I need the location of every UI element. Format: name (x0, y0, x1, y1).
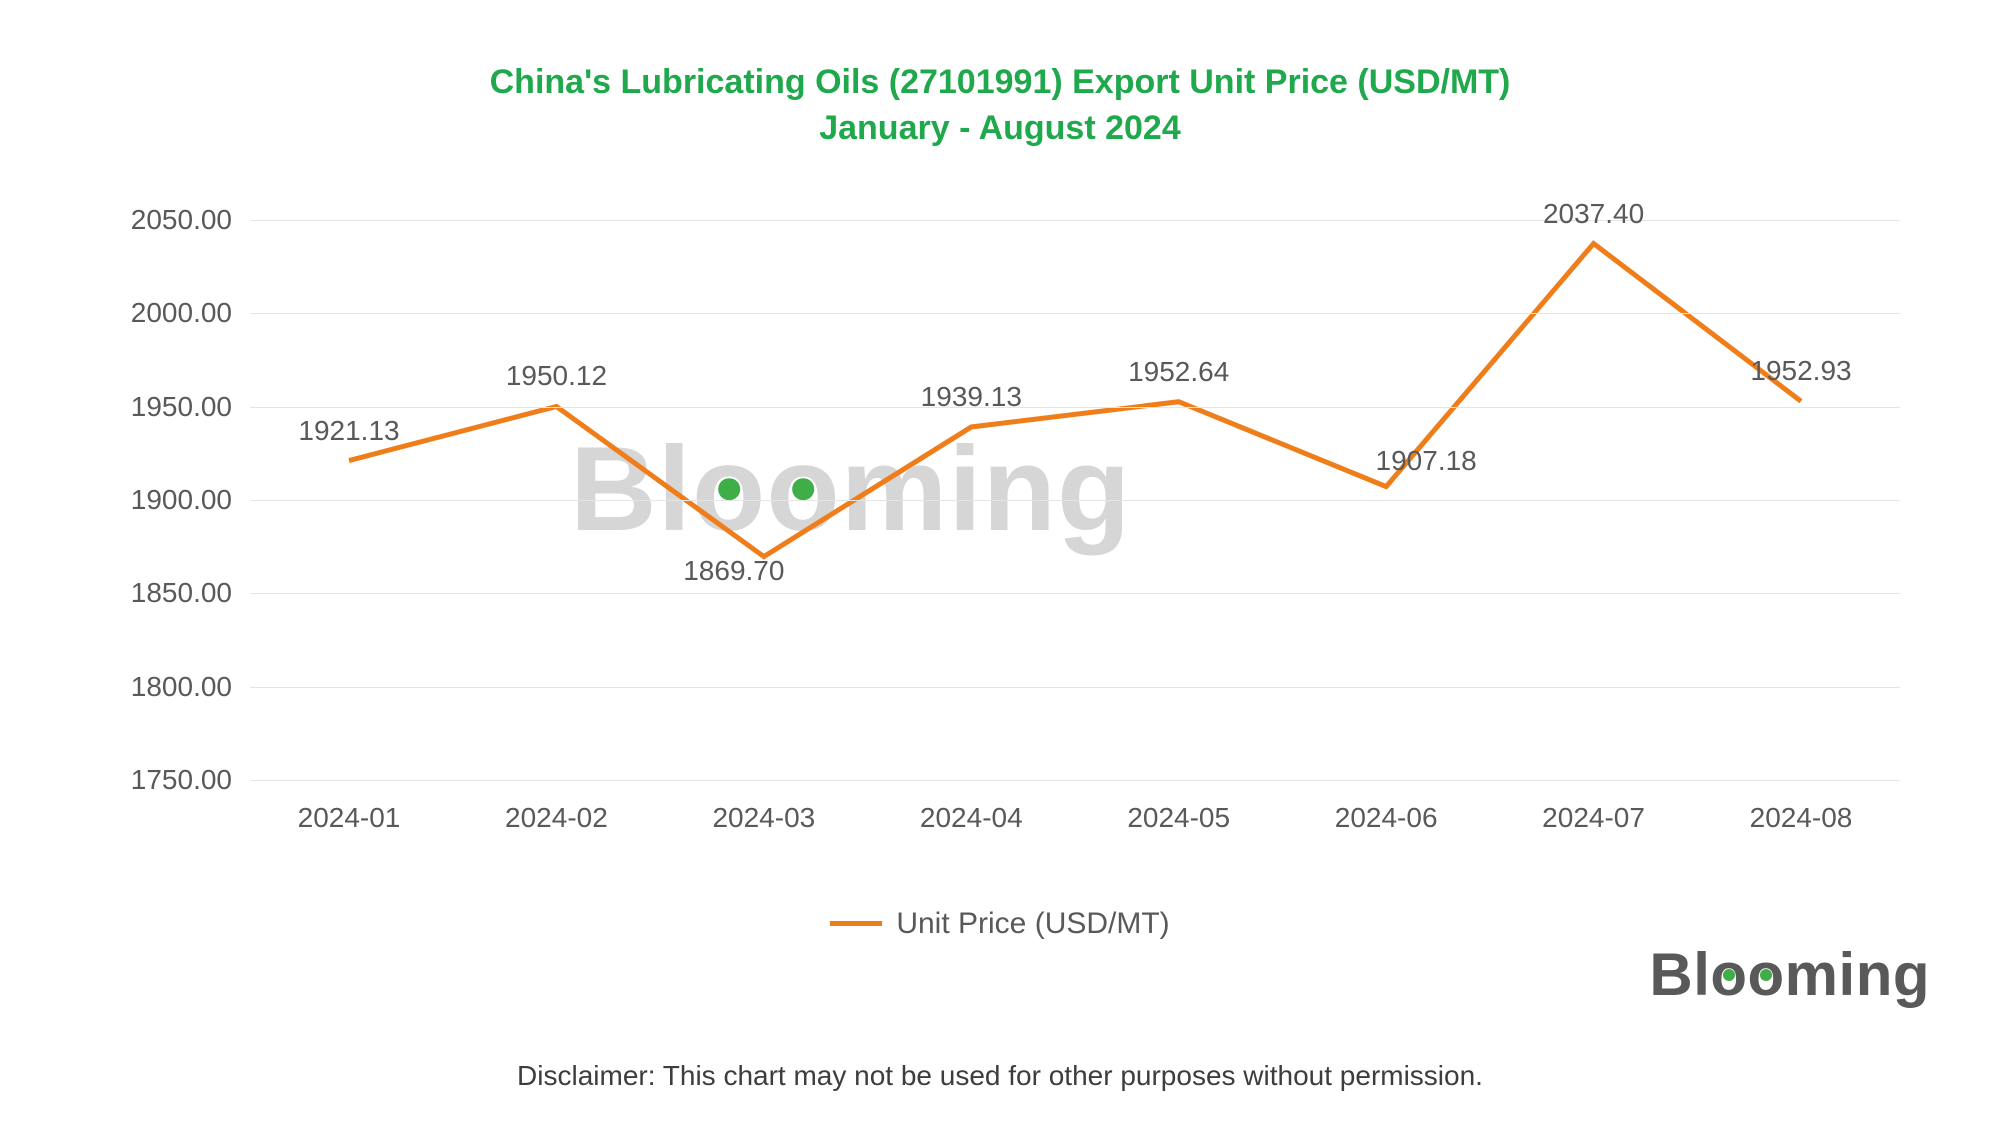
y-tick-label: 2000.00 (131, 297, 250, 329)
y-tick-label: 2050.00 (131, 204, 250, 236)
x-tick-label: 2024-05 (1127, 780, 1230, 834)
y-tick-label: 1950.00 (131, 391, 250, 423)
gridline (250, 593, 1900, 594)
brand-o1: o (1710, 940, 1747, 1009)
gridline (250, 313, 1900, 314)
x-tick-label: 2024-06 (1335, 780, 1438, 834)
data-label: 2037.40 (1543, 198, 1644, 230)
legend: Unit Price (USD/MT) (0, 900, 2000, 941)
legend-swatch (830, 921, 882, 926)
data-label: 1907.18 (1376, 445, 1477, 477)
brand-logo: Blooming (1649, 940, 1930, 1009)
legend-label: Unit Price (USD/MT) (896, 907, 1169, 941)
brand-o2: o (1748, 940, 1785, 1009)
data-label: 1952.64 (1128, 356, 1229, 388)
gridline (250, 500, 1900, 501)
gridline (250, 220, 1900, 221)
data-label: 1950.12 (506, 360, 607, 392)
data-label: 1869.70 (683, 555, 784, 587)
chart-container: China's Lubricating Oils (27101991) Expo… (0, 0, 2000, 1125)
chart-title-line2: January - August 2024 (0, 106, 2000, 152)
data-label: 1952.93 (1750, 355, 1851, 387)
x-tick-label: 2024-01 (298, 780, 401, 834)
data-label: 1921.13 (298, 415, 399, 447)
brand-after: ming (1785, 941, 1930, 1008)
brand-before: Bl (1649, 941, 1710, 1008)
chart-title: China's Lubricating Oils (27101991) Expo… (0, 60, 2000, 152)
gridline (250, 687, 1900, 688)
x-tick-label: 2024-04 (920, 780, 1023, 834)
gridline (250, 407, 1900, 408)
y-tick-label: 1850.00 (131, 577, 250, 609)
x-tick-label: 2024-07 (1542, 780, 1645, 834)
gridline (250, 780, 1900, 781)
data-label: 1939.13 (921, 381, 1022, 413)
plot-area: 1750.001800.001850.001900.001950.002000.… (250, 220, 1900, 780)
chart-title-line1: China's Lubricating Oils (27101991) Expo… (0, 60, 2000, 106)
x-tick-label: 2024-02 (505, 780, 608, 834)
disclaimer: Disclaimer: This chart may not be used f… (0, 1060, 2000, 1092)
y-tick-label: 1800.00 (131, 671, 250, 703)
y-tick-label: 1900.00 (131, 484, 250, 516)
y-tick-label: 1750.00 (131, 764, 250, 796)
x-tick-label: 2024-03 (712, 780, 815, 834)
x-tick-label: 2024-08 (1750, 780, 1853, 834)
